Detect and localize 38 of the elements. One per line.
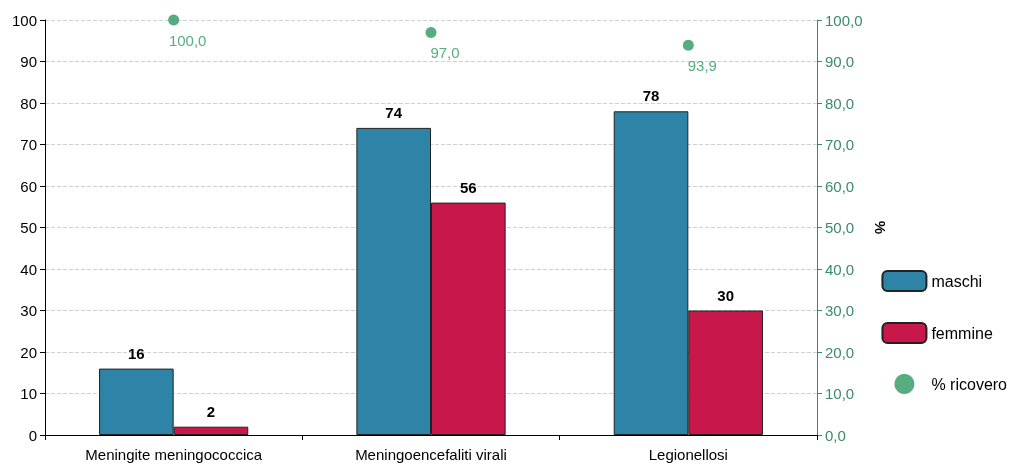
data-label: 74 bbox=[385, 103, 403, 121]
y2-tick-label: 40,0 bbox=[825, 260, 855, 278]
legend-label: % ricovero bbox=[931, 375, 1008, 393]
data-label: 2 bbox=[206, 402, 216, 420]
y-tick-label: 80 bbox=[20, 94, 37, 112]
y2-axis-title: % bbox=[872, 220, 890, 235]
y-tick-label: 30 bbox=[20, 302, 37, 319]
y-tick-label: 40 bbox=[20, 260, 37, 278]
x-tick-label: Meningoencefaliti virali bbox=[355, 446, 507, 463]
y-tick-label: 100 bbox=[11, 11, 37, 29]
x-tick-label: Meningite meningococcica bbox=[85, 446, 263, 463]
data-label: 100,0 bbox=[168, 31, 207, 49]
y-tick-label: 20 bbox=[20, 343, 37, 361]
y2-tick-label: 60,0 bbox=[825, 177, 855, 195]
data-label: 16 bbox=[128, 344, 145, 362]
data-label: 30 bbox=[717, 286, 734, 304]
data-label: 93,9 bbox=[687, 56, 717, 74]
y-tick-label: 50 bbox=[20, 219, 37, 236]
y2-tick-label: 0,0 bbox=[825, 426, 846, 444]
y2-tick-label: 30,0 bbox=[825, 302, 855, 319]
data-label: 78 bbox=[642, 87, 660, 105]
y2-tick-label: 100,0 bbox=[825, 11, 863, 29]
y2-tick-label: 10,0 bbox=[825, 385, 855, 402]
y-tick-label: 0 bbox=[28, 426, 37, 444]
y-tick-label: 70 bbox=[20, 136, 37, 153]
data-label: 56 bbox=[459, 178, 477, 196]
y2-tick-label: 50,0 bbox=[825, 219, 855, 236]
legend-label: femmine bbox=[931, 324, 993, 342]
y2-tick-label: 20,0 bbox=[825, 343, 855, 361]
y-tick-label: 60 bbox=[20, 177, 37, 195]
y2-tick-label: 70,0 bbox=[825, 136, 855, 153]
y-tick-label: 90 bbox=[20, 53, 37, 70]
y-tick-label: 10 bbox=[20, 385, 37, 402]
y2-tick-label: 80,0 bbox=[825, 94, 855, 112]
y2-tick-label: 90,0 bbox=[825, 53, 855, 70]
data-label: 97,0 bbox=[430, 43, 460, 61]
legend-label: maschi bbox=[931, 272, 983, 290]
x-tick-label: Legionellosi bbox=[648, 446, 728, 463]
